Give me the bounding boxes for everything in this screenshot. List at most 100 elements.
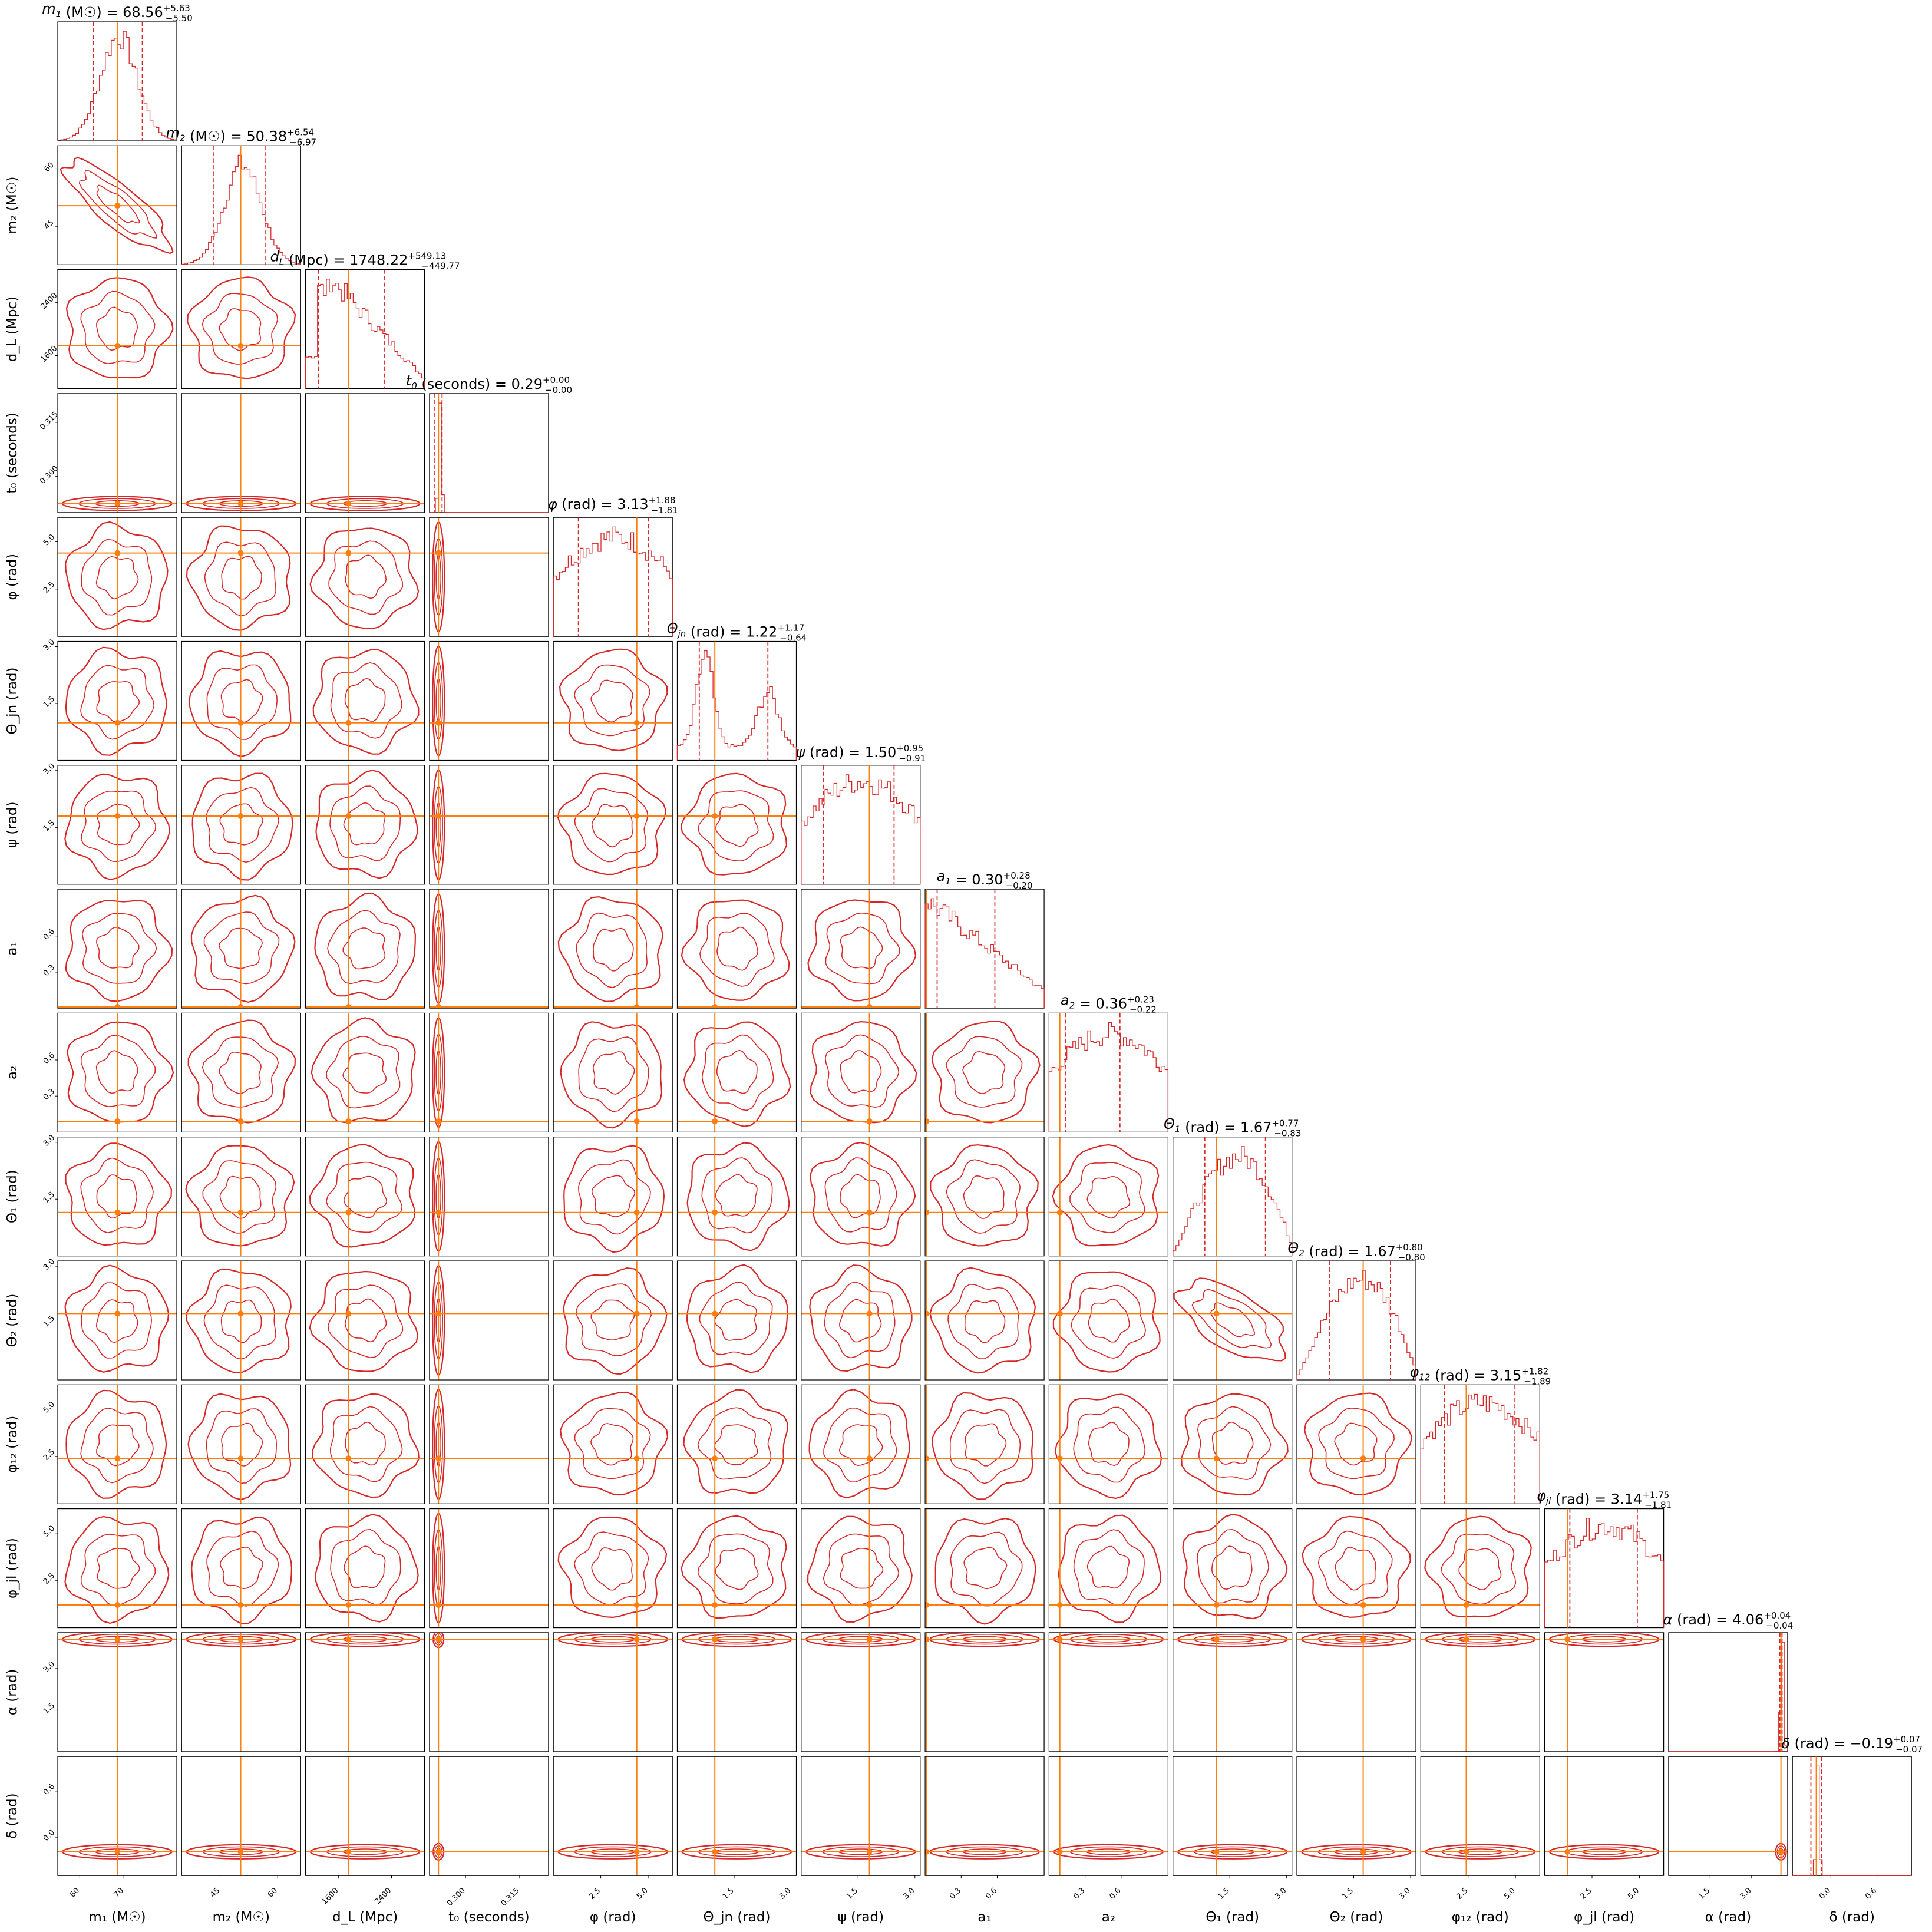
contour-level bbox=[1197, 1528, 1269, 1604]
contour-level bbox=[202, 1036, 279, 1108]
truth-point bbox=[925, 1118, 930, 1125]
truth-point bbox=[633, 813, 640, 820]
contour-level bbox=[964, 1300, 1006, 1343]
contour-level bbox=[64, 1515, 170, 1624]
x-axis-label-a1: a₁ bbox=[977, 1910, 991, 1925]
contour-level bbox=[328, 1284, 404, 1358]
panel-frame bbox=[305, 1384, 425, 1504]
contour-level bbox=[81, 913, 157, 984]
panel-frame bbox=[801, 1384, 921, 1504]
pair-panel-dL-theta1 bbox=[305, 1137, 425, 1257]
pair-panel-m1-m2 bbox=[57, 145, 177, 265]
x-tick-label-dL: 2400 bbox=[373, 1886, 393, 1906]
hist-panel-a1: a1 = 0.30+0.28 −0.20 bbox=[924, 868, 1045, 1009]
truth-point bbox=[1564, 1848, 1571, 1855]
contour-level bbox=[1441, 1534, 1517, 1605]
contour-level bbox=[330, 1528, 401, 1605]
x-axis-label-t0: t₀ (seconds) bbox=[448, 1910, 530, 1925]
panel-frame bbox=[1048, 1632, 1169, 1752]
x-tick-label-theta1: 3.0 bbox=[1273, 1886, 1288, 1901]
panel-frame bbox=[1048, 1260, 1169, 1381]
truth-point bbox=[237, 1004, 244, 1009]
y-tick-label-a2: 0.3 bbox=[42, 1087, 57, 1102]
pair-panel-m2-phi12 bbox=[181, 1384, 301, 1504]
pair-panel-m1-dL bbox=[57, 269, 177, 389]
panel-frame bbox=[57, 1384, 177, 1504]
pair-panel-theta2-delta bbox=[1296, 1756, 1416, 1876]
contour-level bbox=[686, 1142, 790, 1251]
contour-level bbox=[699, 913, 775, 987]
panel-frame bbox=[429, 1260, 549, 1381]
contour-level bbox=[962, 1051, 1006, 1094]
hist-title-delta: δ (rad) = −0.19+0.07 −0.07 bbox=[1781, 1734, 1923, 1755]
x-tick-label-phijl: 2.5 bbox=[1579, 1886, 1594, 1901]
contour-level bbox=[345, 554, 387, 599]
contour-level bbox=[206, 1408, 278, 1484]
truth-point bbox=[114, 1209, 121, 1216]
pair-panel-a2-alpha bbox=[1048, 1632, 1169, 1752]
panel-frame bbox=[676, 1756, 797, 1876]
panel-frame bbox=[924, 1756, 1045, 1876]
pair-panel-m2-dL bbox=[181, 269, 301, 389]
y-tick-label-m2: 45 bbox=[42, 219, 55, 232]
truth-point bbox=[925, 1455, 930, 1462]
contour-level bbox=[315, 1514, 419, 1623]
y-tick-label-delta: 0.0 bbox=[42, 1828, 57, 1843]
contour-level bbox=[590, 1423, 634, 1466]
pair-panel-a1-theta2 bbox=[924, 1260, 1045, 1381]
contour-level bbox=[67, 1021, 174, 1123]
panel-frame bbox=[429, 640, 549, 761]
panel-frame bbox=[676, 1137, 797, 1257]
contour-level bbox=[80, 1408, 154, 1484]
panel-frame bbox=[305, 269, 425, 389]
contour-level bbox=[1210, 1302, 1255, 1337]
pair-panel-phi-delta bbox=[553, 1756, 673, 1876]
contour-level bbox=[825, 912, 900, 985]
truth-point bbox=[237, 550, 244, 556]
truth-point bbox=[1360, 1455, 1366, 1462]
truth-point bbox=[237, 1209, 244, 1216]
contour-level bbox=[186, 525, 291, 631]
contour-level bbox=[329, 785, 401, 861]
y-axis-label-phijl: φ_jl (rad) bbox=[5, 1538, 20, 1599]
contour-level bbox=[191, 1517, 293, 1624]
truth-point bbox=[712, 1848, 718, 1855]
x-tick-label-alpha: 3.0 bbox=[1738, 1886, 1753, 1901]
hist-title-theta2: Θ2 (rad) = 1.67+0.80 −0.80 bbox=[1287, 1240, 1425, 1263]
hist-title-psi: ψ (rad) = 1.50+0.95 −0.91 bbox=[795, 743, 926, 764]
contour-level bbox=[932, 1392, 1034, 1500]
pair-panel-m2-theta1 bbox=[181, 1137, 301, 1257]
y-tick-label-phijl: 5.0 bbox=[42, 1524, 57, 1539]
pair-panel-t0-phi12 bbox=[429, 1384, 549, 1504]
hist-title-a1: a1 = 0.30+0.28 −0.20 bbox=[937, 868, 1033, 891]
pair-panel-dL-a1 bbox=[305, 889, 425, 1009]
contour-level bbox=[574, 788, 649, 863]
truth-point bbox=[633, 1004, 640, 1009]
contour-level bbox=[807, 899, 917, 1002]
contour-level bbox=[683, 1021, 791, 1127]
pair-panel-theta1-delta bbox=[1173, 1756, 1293, 1876]
contour-level bbox=[434, 910, 444, 988]
panel-frame bbox=[181, 1508, 301, 1629]
x-tick-label-alpha: 1.5 bbox=[1697, 1886, 1712, 1901]
contour-level bbox=[1304, 1392, 1413, 1495]
hist-line bbox=[1296, 1270, 1416, 1380]
hist-panel-phijl: φjl (rad) = 3.14+1.75 −1.81 bbox=[1537, 1488, 1672, 1629]
contour-level bbox=[309, 1144, 415, 1248]
contour-level bbox=[701, 1034, 774, 1111]
y-tick-label-delta: 0.6 bbox=[42, 1782, 57, 1797]
contour-level bbox=[965, 1423, 1007, 1467]
contour-level bbox=[563, 1267, 668, 1375]
contour-level bbox=[1318, 1407, 1395, 1479]
y-tick-label-phijl: 2.5 bbox=[42, 1571, 57, 1586]
hist-title-phi: φ (rad) = 3.13+1.88 −1.81 bbox=[548, 495, 678, 516]
truth-point bbox=[866, 1118, 873, 1125]
y-tick-label-a1: 0.6 bbox=[42, 927, 57, 942]
panel-frame bbox=[553, 1632, 673, 1752]
hist-line bbox=[1173, 1146, 1293, 1256]
panel-frame bbox=[57, 889, 177, 1009]
panel-frame bbox=[1173, 1260, 1293, 1381]
x-tick-label-t0: 0.300 bbox=[445, 1886, 467, 1908]
pair-panel-theta2-alpha bbox=[1296, 1632, 1416, 1752]
truth-point bbox=[712, 1455, 718, 1462]
